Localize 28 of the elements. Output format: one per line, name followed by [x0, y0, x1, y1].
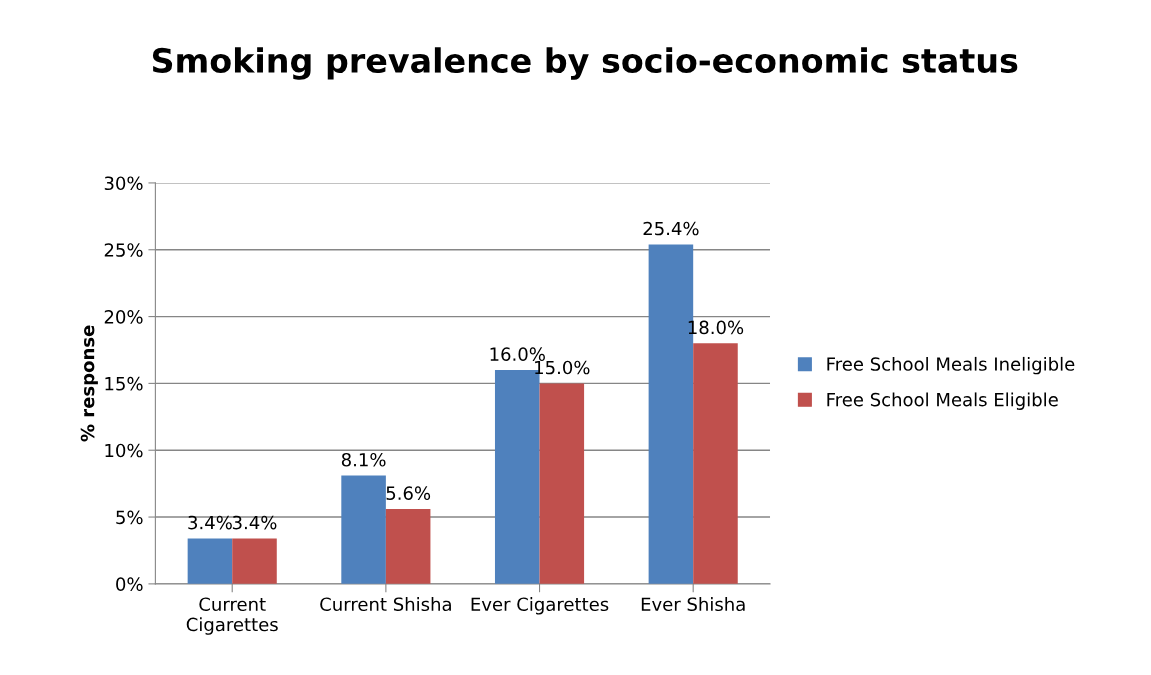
legend-label: Free School Meals Ineligible	[827, 356, 1075, 375]
legend-label: Free School Meals Eligible	[827, 392, 1058, 410]
x-tick-label: Current Cigarettes	[186, 597, 278, 635]
bar	[385, 509, 431, 584]
data-label: 16.0%	[490, 347, 545, 361]
y-tick-label: 30%	[104, 176, 143, 191]
data-label: 3.4%	[232, 515, 277, 530]
x-tick-label: Current Shisha	[320, 597, 451, 612]
y-tick-label: 15%	[105, 376, 143, 391]
data-label: 8.1%	[341, 452, 386, 467]
bar	[693, 343, 738, 584]
y-tick-label: 5%	[116, 510, 143, 525]
bar	[539, 383, 585, 584]
y-tick-label: 20%	[104, 310, 143, 324]
bar	[341, 475, 386, 584]
y-tick-label: 25%	[104, 243, 143, 257]
chart-title: Smoking prevalence by socio-economic status	[152, 47, 1018, 80]
y-tick-label: 0%	[116, 577, 143, 591]
data-label: 3.4%	[188, 515, 232, 530]
data-label: 5.6%	[386, 486, 431, 500]
x-tick-label: Ever Shisha	[641, 597, 745, 612]
y-tick-label: 10%	[105, 443, 143, 458]
y-axis-title: % response	[80, 325, 98, 442]
bar	[187, 538, 233, 584]
bar	[232, 538, 277, 584]
data-label: 15.0%	[535, 360, 590, 375]
x-tick-label: Ever Cigarettes	[471, 597, 609, 615]
data-label: 25.4%	[643, 221, 699, 236]
